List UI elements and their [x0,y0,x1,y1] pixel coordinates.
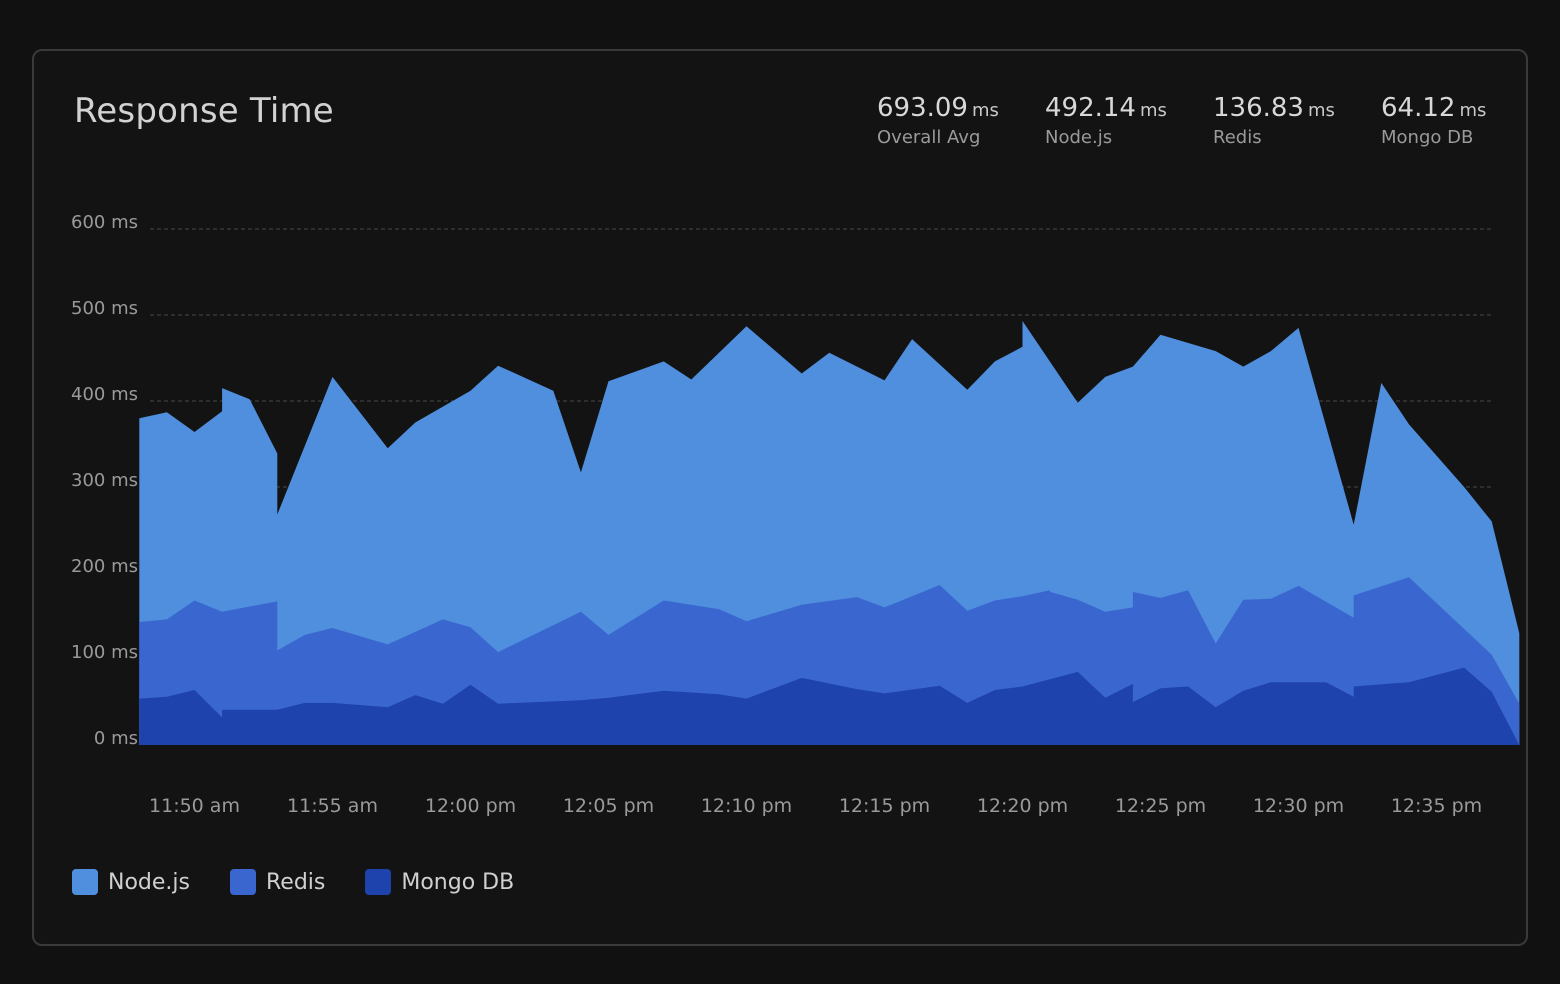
x-tick-label: 12:10 pm [701,795,792,817]
legend-item-mongodb[interactable]: Mongo DB [365,869,514,895]
legend-label: Node.js [108,869,190,895]
chart-legend: Node.js Redis Mongo DB [72,869,554,895]
stat-value: 64.12 [1381,93,1456,123]
y-tick-label: 500 ms [71,298,138,319]
legend-label: Redis [265,869,326,895]
stat-value: 693.09 [877,93,968,123]
x-tick-label: 12:15 pm [839,795,930,817]
stat-redis: 136.83 ms Redis [1213,91,1335,148]
stat-value: 136.83 [1213,93,1304,123]
y-tick-label: 100 ms [71,642,138,663]
x-tick-label: 12:00 pm [425,795,516,817]
stat-label: Node.js [1045,127,1113,148]
stat-mongodb: 64.12 ms Mongo DB [1381,91,1486,148]
y-tick-label: 0 ms [94,728,138,749]
stat-value: 492.14 [1045,93,1136,123]
stat-unit: ms [1307,100,1335,121]
legend-item-redis[interactable]: Redis [229,869,326,895]
x-tick-label: 12:25 pm [1115,795,1206,817]
stat-unit: ms [1459,100,1487,121]
legend-label: Mongo DB [401,869,515,895]
legend-swatch [229,869,256,895]
x-tick-label: 12:30 pm [1253,795,1344,817]
stat-label: Mongo DB [1381,127,1474,148]
y-tick-label: 600 ms [71,212,138,233]
stat-unit: ms [1139,100,1167,121]
y-tick-label: 400 ms [71,384,138,405]
stat-unit: ms [971,100,999,121]
card-title: Response Time [74,91,334,131]
legend-swatch [365,869,392,895]
stat-overall-avg: 693.09 ms Overall Avg [877,91,999,148]
legend-item-nodejs[interactable]: Node.js [72,869,190,895]
x-tick-label: 12:05 pm [563,795,654,817]
stat-label: Redis [1213,127,1262,148]
legend-swatch [72,869,98,895]
x-tick-label: 12:35 pm [1391,795,1482,817]
x-tick-label: 12:20 pm [977,795,1068,817]
x-tick-label: 11:55 am [287,795,378,817]
area-series-mongo-db [139,667,1520,745]
y-tick-label: 300 ms [71,470,138,491]
x-tick-label: 11:50 am [149,795,240,817]
stat-nodejs: 492.14 ms Node.js [1045,91,1167,148]
y-tick-label: 200 ms [71,556,138,577]
stat-label: Overall Avg [877,127,981,148]
